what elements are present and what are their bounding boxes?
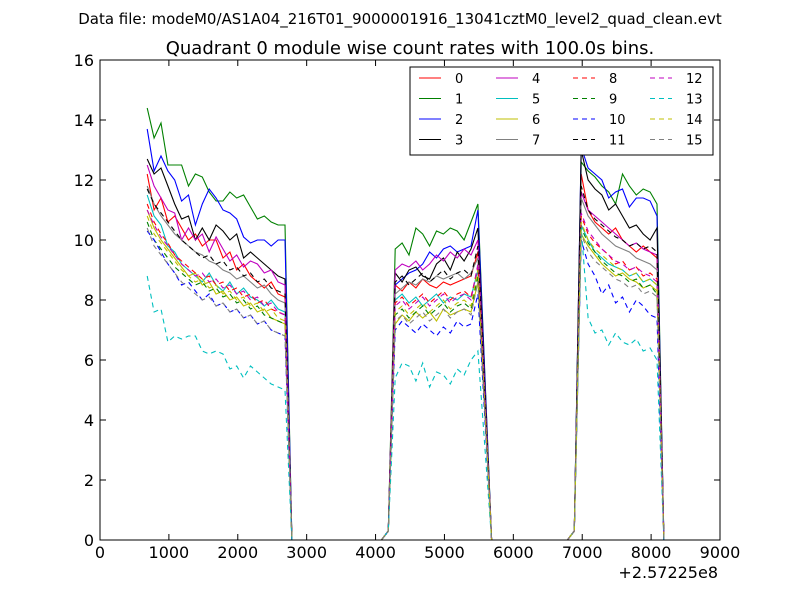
x-tick-label: 7000: [562, 543, 603, 562]
series-line-15: [146, 227, 665, 540]
series-line-14: [146, 215, 665, 540]
x-tick-label: 1000: [149, 543, 190, 562]
x-tick-label: 3000: [286, 543, 327, 562]
x-tick-label: 9000: [700, 543, 741, 562]
x-tick-label: 6000: [493, 543, 534, 562]
x-tick-label: 0: [95, 543, 105, 562]
y-tick-label: 12: [74, 171, 94, 190]
y-tick-label: 8: [84, 291, 94, 310]
y-tick-label: 16: [74, 51, 94, 70]
legend-label-9: 9: [609, 93, 617, 108]
x-tick-label: 8000: [631, 543, 672, 562]
legend-label-13: 13: [686, 93, 703, 108]
legend-label-4: 4: [532, 72, 540, 87]
series-line-0: [146, 173, 665, 540]
legend-label-12: 12: [686, 72, 703, 87]
legend-label-11: 11: [609, 134, 626, 149]
legend-label-3: 3: [455, 134, 463, 149]
series-line-1: [146, 107, 665, 540]
legend-label-10: 10: [609, 113, 626, 128]
series-line-2: [146, 128, 665, 540]
legend-box: [409, 66, 714, 156]
legend-label-6: 6: [532, 113, 540, 128]
x-offset-label: +2.57225e8: [618, 563, 718, 582]
legend-label-15: 15: [686, 134, 703, 149]
series-line-3: [146, 149, 665, 540]
series-line-10: [146, 230, 665, 540]
y-tick-label: 10: [74, 231, 94, 250]
series-line-13: [146, 227, 665, 540]
legend-label-14: 14: [686, 113, 703, 128]
series-line-8: [146, 203, 665, 540]
x-tick-label: 4000: [355, 543, 396, 562]
x-tick-label: 2000: [217, 543, 258, 562]
y-tick-label: 0: [84, 531, 94, 550]
series-line-6: [146, 209, 665, 540]
legend-label-1: 1: [455, 93, 463, 108]
series-line-7: [146, 185, 665, 540]
legend-label-2: 2: [455, 113, 463, 128]
x-tick-label: 5000: [424, 543, 465, 562]
series-line-5: [146, 194, 665, 540]
series-line-11: [146, 185, 665, 540]
series-line-12: [146, 209, 665, 540]
legend-label-5: 5: [532, 93, 540, 108]
y-tick-label: 2: [84, 471, 94, 490]
series-line-9: [146, 221, 665, 540]
y-tick-label: 6: [84, 351, 94, 370]
series-line-4: [146, 164, 665, 540]
chart-title: Quadrant 0 module wise count rates with …: [166, 38, 655, 59]
y-tick-label: 14: [74, 111, 94, 130]
chart-suptitle: Data file: modeM0/AS1A04_216T01_90000019…: [78, 10, 722, 29]
y-tick-label: 4: [84, 411, 94, 430]
legend-label-7: 7: [532, 134, 540, 149]
legend-label-0: 0: [455, 72, 463, 87]
legend-label-8: 8: [609, 72, 617, 87]
